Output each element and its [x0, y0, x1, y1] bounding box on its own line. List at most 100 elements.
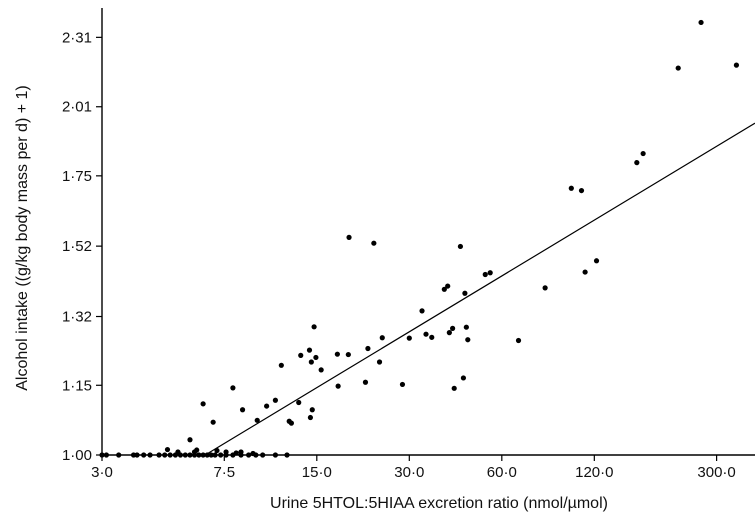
x-tick-label: 120·0	[575, 464, 613, 481]
data-point	[307, 414, 314, 421]
data-point	[568, 185, 574, 191]
data-point	[460, 375, 467, 381]
data-point	[246, 452, 252, 458]
data-point	[147, 452, 153, 458]
x-tick-label: 3·0	[91, 464, 113, 481]
data-point	[204, 452, 210, 458]
data-point	[196, 452, 202, 458]
y-tick-label: 1·32	[62, 309, 92, 326]
data-point	[465, 337, 471, 343]
data-point	[99, 452, 105, 458]
data-point	[487, 270, 493, 276]
data-point	[239, 407, 246, 413]
data-point	[482, 271, 488, 278]
x-axis-ticks: 3·0 7·5 15·0 30·0 60·0 120·0 300·0	[91, 455, 736, 481]
data-point	[230, 385, 236, 391]
data-point	[463, 324, 469, 330]
data-point	[233, 450, 239, 456]
data-point	[162, 452, 168, 458]
data-point	[260, 452, 266, 458]
data-point	[313, 354, 319, 361]
x-tick-label: 15·0	[302, 464, 332, 481]
y-tick-label: 1·15	[62, 377, 92, 394]
data-point	[334, 351, 340, 357]
data-point	[675, 65, 681, 71]
y-tick-label: 2·31	[62, 29, 92, 46]
data-point	[345, 351, 351, 358]
data-point	[578, 187, 585, 194]
data-point	[134, 452, 140, 458]
x-tick-label: 7·5	[213, 464, 235, 481]
data-point	[450, 325, 456, 331]
data-point	[272, 397, 279, 403]
data-point	[264, 403, 270, 409]
data-point	[311, 324, 317, 330]
data-point	[515, 337, 522, 344]
axes	[101, 8, 755, 456]
data-point	[451, 385, 457, 391]
data-point	[296, 399, 302, 406]
data-point	[733, 62, 740, 68]
data-point	[200, 452, 206, 458]
data-point	[103, 452, 109, 458]
data-point	[175, 449, 181, 455]
data-point	[298, 352, 304, 358]
data-point	[194, 447, 200, 453]
x-tick-label: 60·0	[487, 464, 517, 481]
data-point	[182, 452, 188, 458]
data-point	[212, 452, 218, 458]
data-point	[141, 452, 147, 458]
data-point	[200, 401, 206, 407]
data-point	[376, 359, 383, 365]
data-point	[365, 345, 371, 352]
data-point	[214, 447, 220, 454]
data-point	[278, 362, 284, 368]
data-point	[346, 234, 352, 240]
x-tick-label: 300·0	[697, 464, 735, 481]
data-point	[254, 417, 260, 423]
data-point	[116, 452, 122, 458]
data-point	[308, 359, 314, 365]
data-point	[284, 452, 290, 458]
data-point	[582, 269, 588, 275]
data-point	[250, 450, 256, 457]
data-point	[223, 449, 229, 455]
data-point	[399, 381, 406, 388]
y-axis-title: Alcohol intake ((g/kg body mass per d) +…	[14, 85, 31, 390]
data-point	[306, 347, 313, 353]
y-tick-label: 1·00	[62, 447, 92, 464]
data-point	[288, 420, 294, 426]
data-point	[593, 258, 600, 264]
data-point	[238, 449, 244, 455]
data-point	[335, 383, 341, 389]
data-point	[542, 285, 548, 291]
y-tick-label: 2·01	[62, 99, 92, 116]
data-point	[187, 437, 193, 443]
data-point	[406, 335, 412, 341]
data-point	[441, 286, 447, 292]
data-points	[99, 19, 740, 458]
data-point	[640, 150, 646, 157]
data-point	[208, 452, 214, 458]
data-point	[187, 452, 193, 458]
data-point	[457, 243, 464, 250]
data-point	[446, 330, 452, 336]
x-axis-title: Urine 5HTOL:5HIAA excretion ratio (nmol/…	[270, 495, 608, 512]
y-axis-ticks: 1·00 1·15 1·32 1·52 1·75 2·01 2·31	[62, 29, 102, 464]
x-tick-label: 30·0	[394, 464, 424, 481]
data-point	[272, 452, 279, 458]
data-point	[210, 419, 216, 425]
y-tick-label: 1·75	[62, 168, 92, 185]
regression-line	[204, 122, 755, 456]
data-point	[698, 19, 704, 26]
data-point	[423, 331, 429, 337]
data-point	[156, 452, 162, 458]
data-point	[429, 334, 435, 340]
data-point	[634, 160, 640, 166]
data-point	[164, 446, 171, 453]
data-point	[462, 290, 468, 296]
data-point	[371, 240, 377, 246]
data-point	[309, 407, 315, 413]
data-point	[362, 379, 369, 385]
